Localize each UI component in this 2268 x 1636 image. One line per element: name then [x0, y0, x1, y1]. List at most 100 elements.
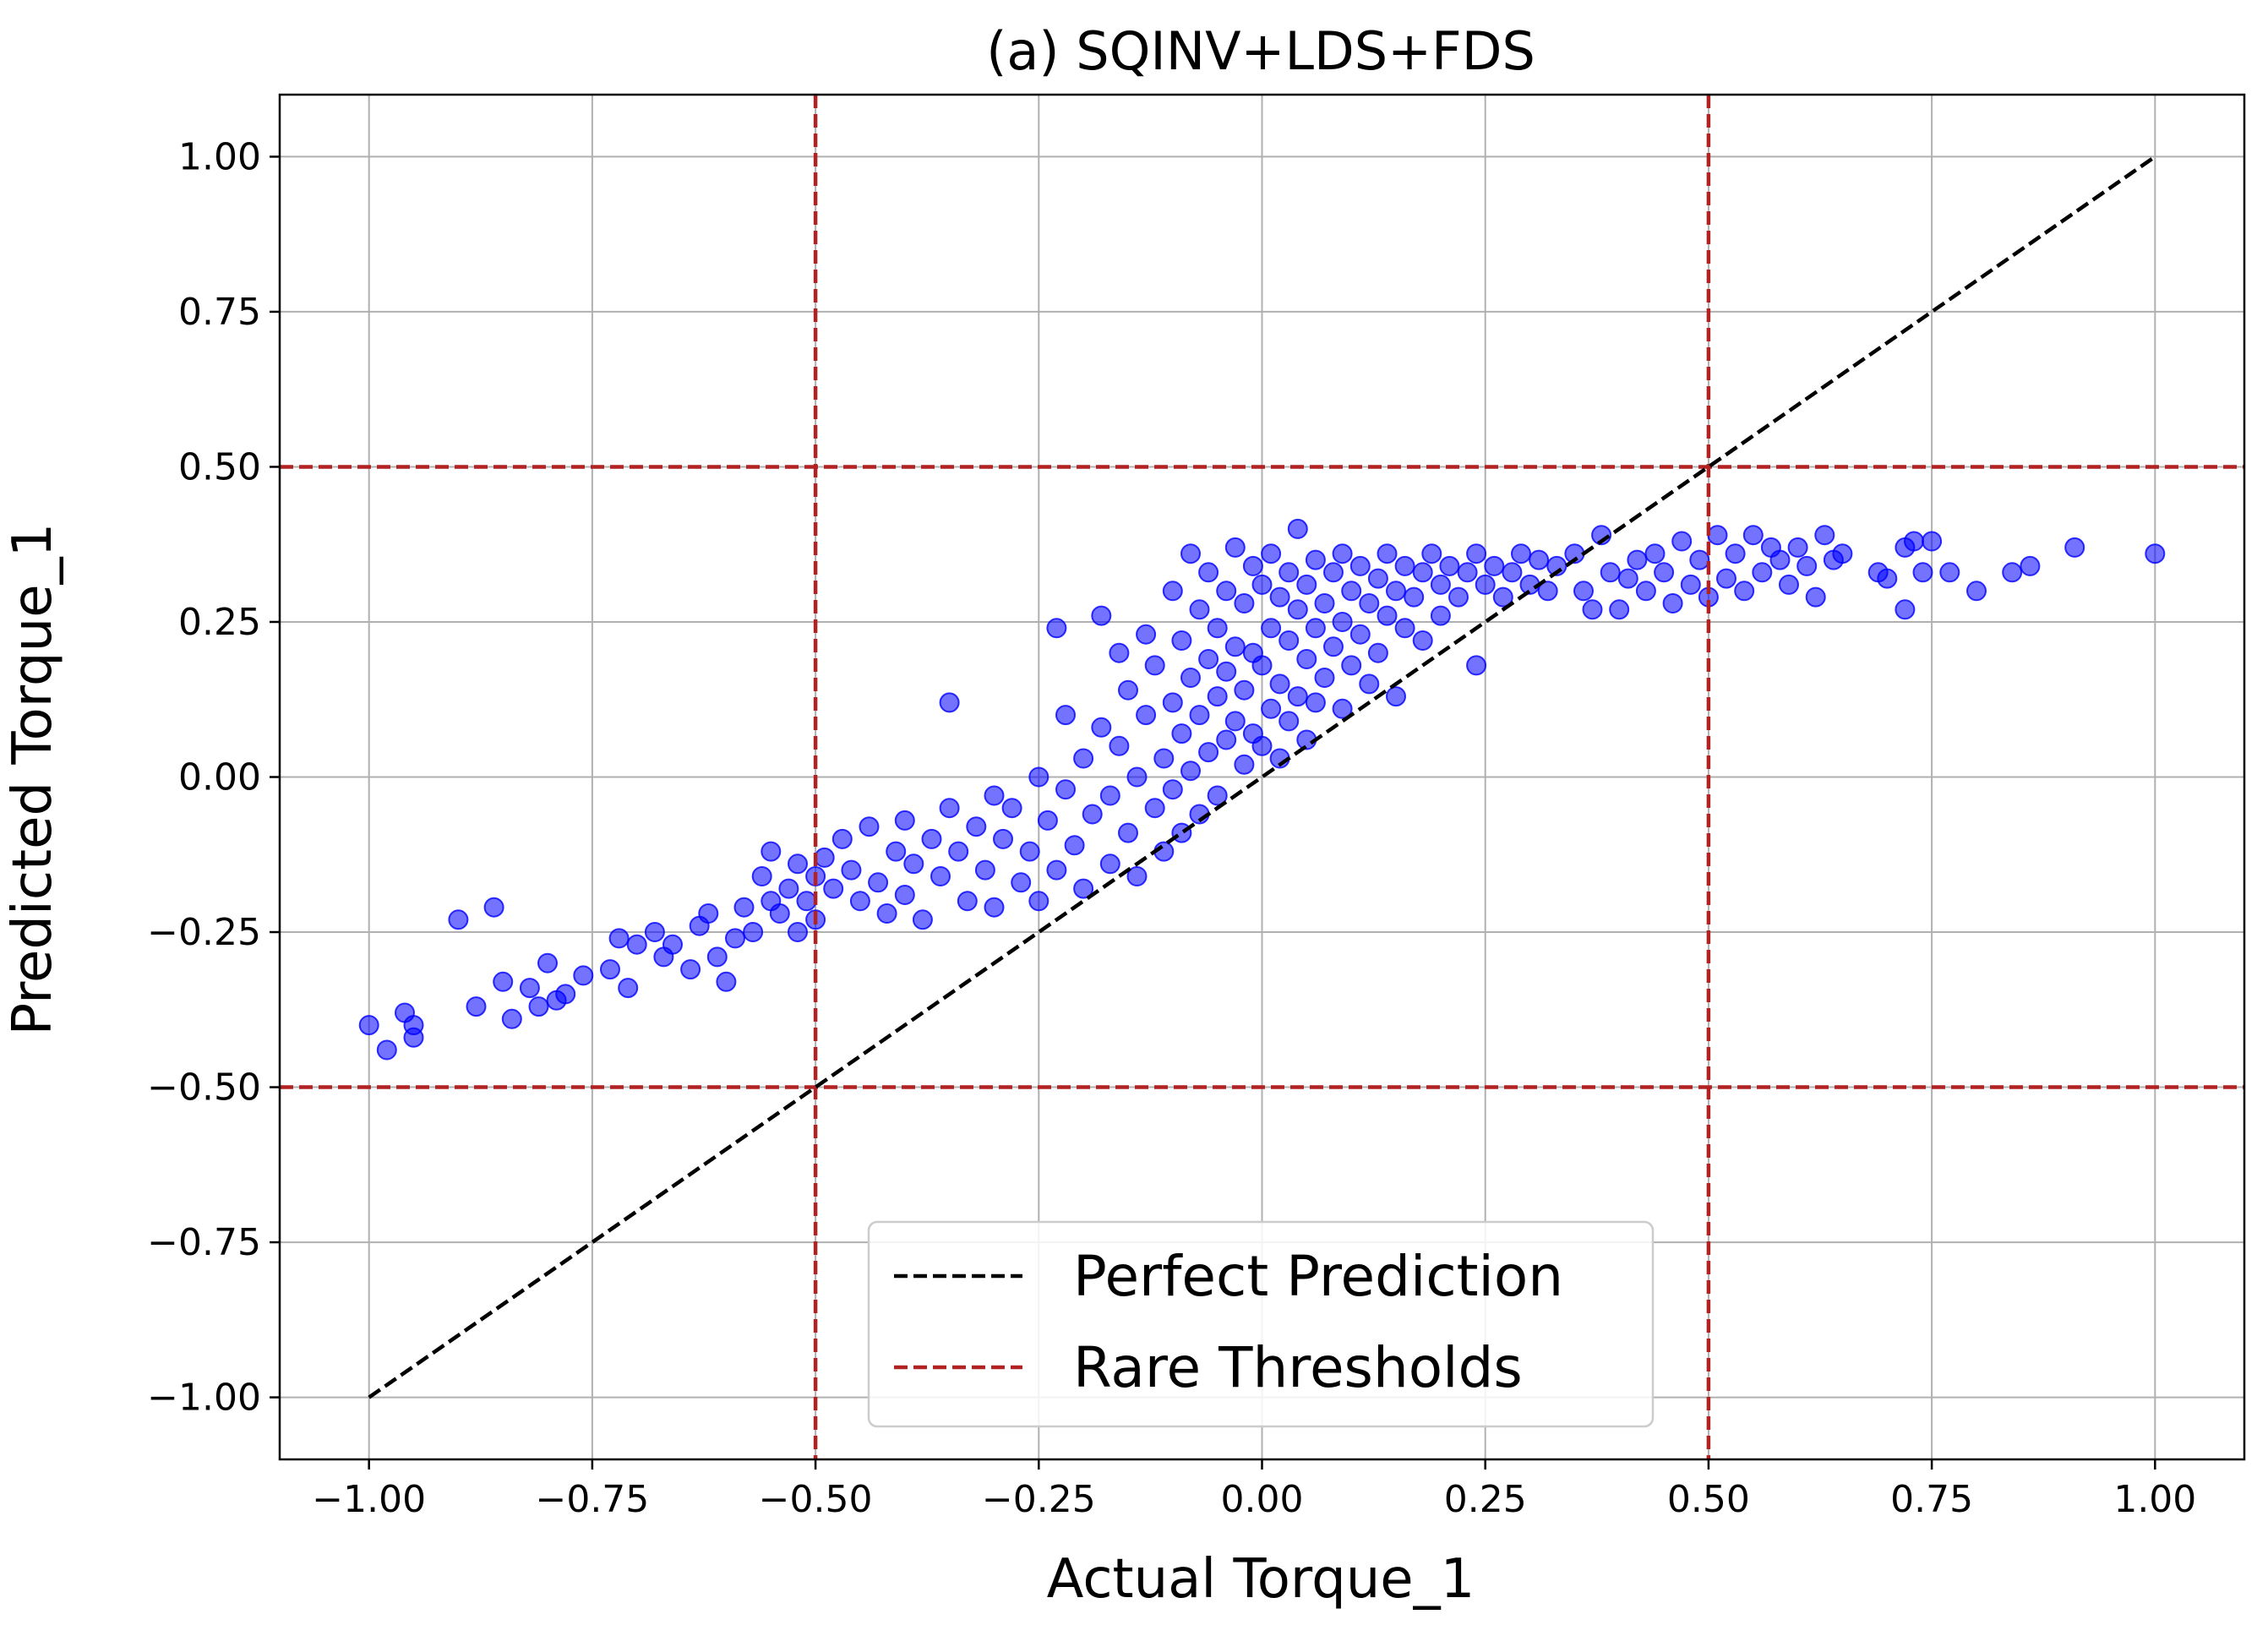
- x-tick-label: −1.00: [312, 1478, 426, 1521]
- scatter-point: [743, 922, 764, 942]
- y-tick-label: 0.00: [178, 756, 261, 799]
- scatter-point: [1028, 891, 1049, 912]
- scatter-point: [1412, 630, 1433, 651]
- x-tick-label: −0.75: [535, 1478, 649, 1521]
- scatter-point: [1377, 605, 1398, 626]
- scatter-point: [1287, 686, 1308, 707]
- scatter-point: [1091, 717, 1112, 738]
- scatter-point: [1502, 562, 1523, 583]
- scatter-point: [1261, 618, 1282, 639]
- scatter-point: [886, 841, 907, 862]
- scatter-point: [1475, 574, 1496, 595]
- scatter-point: [1439, 555, 1460, 576]
- scatter-point: [1912, 562, 1933, 583]
- scatter-point: [1367, 642, 1388, 663]
- scatter-point: [483, 897, 504, 918]
- y-tick-label: −1.00: [147, 1377, 261, 1420]
- scatter-point: [1126, 766, 1148, 788]
- scatter-point: [1099, 785, 1120, 806]
- scatter-point: [1600, 562, 1621, 583]
- scatter-point: [1877, 568, 1898, 589]
- scatter-point: [966, 816, 987, 837]
- scatter-point: [1341, 655, 1362, 676]
- scatter-point: [1224, 636, 1246, 657]
- scatter-point: [1386, 686, 1406, 707]
- scatter-point: [1814, 525, 1835, 546]
- scatter-point: [1314, 593, 1335, 614]
- scatter-point: [1207, 686, 1228, 707]
- scatter-point: [733, 897, 755, 918]
- scatter-point: [1296, 574, 1317, 595]
- x-axis-ticks: −1.00 −0.75 −0.50 −0.25 0.00 0.25 0.50 0.75 1.00: [312, 1459, 2196, 1521]
- scatter-point: [939, 798, 960, 819]
- scatter-point: [2145, 543, 2166, 564]
- scatter-point: [1314, 668, 1335, 688]
- y-tick-label: −0.75: [147, 1221, 261, 1264]
- scatter-point: [993, 828, 1013, 849]
- scatter-point: [1118, 822, 1138, 843]
- scatter-point: [1305, 618, 1326, 639]
- legend: Perfect Prediction Rare Thresholds: [867, 1220, 1655, 1428]
- scatter-point: [1752, 562, 1773, 583]
- scatter-point: [1046, 618, 1067, 639]
- scatter-point: [1904, 531, 1924, 552]
- scatter-point: [1198, 742, 1219, 763]
- scatter-point: [2064, 537, 2085, 558]
- scatter-point: [1144, 655, 1165, 676]
- scatter-point: [814, 847, 835, 868]
- scatter-point: [1421, 543, 1442, 564]
- scatter-point: [778, 878, 799, 899]
- scatter-point: [1394, 555, 1415, 576]
- scatter-point: [984, 897, 1005, 918]
- scatter-point: [1144, 798, 1165, 819]
- scatter-point: [788, 853, 808, 875]
- scatter-point: [608, 928, 630, 949]
- scatter-point: [831, 828, 853, 849]
- scatter-point: [403, 1027, 424, 1048]
- x-tick-label: 0.50: [1667, 1478, 1750, 1521]
- scatter-point: [912, 909, 933, 930]
- x-tick-label: −0.25: [982, 1478, 1096, 1521]
- scatter-point: [1171, 630, 1192, 651]
- scatter-point: [1966, 581, 1987, 602]
- scatter-point: [921, 828, 942, 849]
- scatter-point: [1099, 853, 1120, 875]
- scatter-point: [1680, 574, 1701, 595]
- y-tick-label: −0.25: [147, 911, 261, 954]
- scatter-point: [1046, 859, 1067, 881]
- scatter-point: [1198, 562, 1219, 583]
- scatter-point: [823, 878, 844, 899]
- scatter-point: [555, 984, 576, 1005]
- scatter-point: [618, 978, 639, 999]
- scatter-point: [1028, 766, 1049, 788]
- perfect-prediction-line: [368, 155, 2156, 1399]
- scatter-point: [1386, 581, 1406, 602]
- scatter-point: [501, 1008, 522, 1029]
- scatter-point: [1162, 779, 1183, 800]
- scatter-point: [1189, 705, 1210, 726]
- scatter-point: [1484, 555, 1505, 576]
- scatter-point: [859, 816, 880, 837]
- chart-title: (a) SQINV+LDS+FDS: [986, 20, 1535, 82]
- scatter-point: [903, 853, 924, 875]
- scatter-point: [1662, 593, 1683, 614]
- y-tick-label: 0.50: [178, 445, 261, 488]
- scatter-point: [868, 872, 889, 893]
- scatter-point: [1216, 729, 1237, 750]
- scatter-point: [984, 785, 1005, 806]
- scatter-point: [939, 692, 960, 713]
- scatter-point: [1073, 748, 1094, 769]
- scatter-point: [1180, 543, 1201, 564]
- scatter-point: [1216, 581, 1237, 602]
- legend-box: [867, 1220, 1655, 1428]
- scatter-point: [1278, 711, 1300, 732]
- scatter-point: [948, 841, 969, 862]
- scatter-point: [1287, 599, 1308, 620]
- x-tick-label: 1.00: [2113, 1478, 2196, 1521]
- scatter-point: [1671, 531, 1693, 552]
- scatter-point: [2020, 555, 2041, 576]
- scatter-point: [1787, 537, 1808, 558]
- scatter-point: [1359, 673, 1380, 695]
- scatter-point: [1162, 581, 1183, 602]
